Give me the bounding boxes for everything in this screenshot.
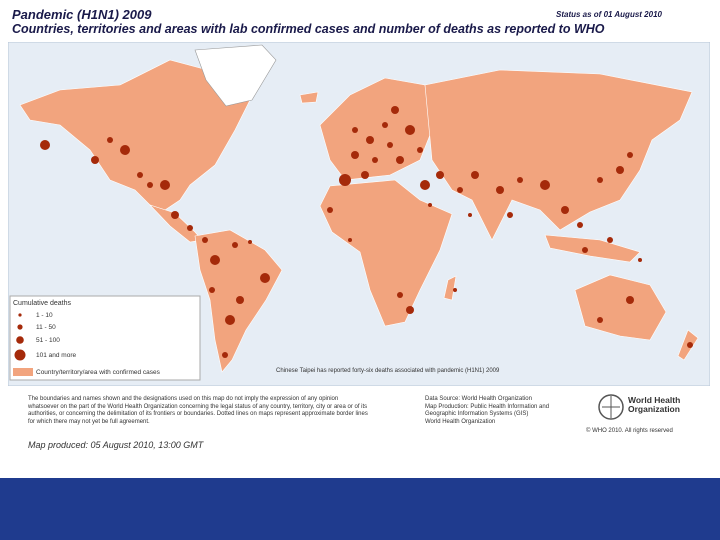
death-marker <box>627 152 633 158</box>
death-marker <box>561 206 569 214</box>
death-marker <box>361 171 369 179</box>
death-marker <box>225 315 235 325</box>
death-marker <box>626 296 634 304</box>
source-line: Data Source: World Health Organization <box>425 396 532 402</box>
legend-label: 1 - 10 <box>36 312 53 319</box>
subtitle: Countries, territories and areas with la… <box>12 22 605 36</box>
death-marker <box>436 171 444 179</box>
death-marker <box>453 288 457 292</box>
death-marker <box>171 211 179 219</box>
europe <box>319 77 433 181</box>
north-america <box>19 59 251 211</box>
death-marker <box>471 171 479 179</box>
death-marker <box>396 156 404 164</box>
death-marker <box>232 242 238 248</box>
death-marker <box>540 180 550 190</box>
death-marker <box>457 187 463 193</box>
death-marker <box>517 177 523 183</box>
map-title: Pandemic (H1N1) 2009 <box>12 7 152 22</box>
death-marker <box>372 157 378 163</box>
death-marker <box>582 247 588 253</box>
disclaimer: The boundaries and names shown and the d… <box>28 396 368 425</box>
death-marker <box>160 180 170 190</box>
source: Data Source: World Health Organization M… <box>425 396 575 426</box>
africa <box>319 179 453 327</box>
death-marker <box>236 296 244 304</box>
madagascar <box>443 275 457 301</box>
greenland <box>194 44 277 107</box>
death-marker <box>387 142 393 148</box>
death-marker <box>107 137 113 143</box>
asia <box>424 69 693 241</box>
death-marker <box>391 106 399 114</box>
indonesia <box>544 234 641 263</box>
death-marker <box>405 125 415 135</box>
death-marker <box>351 151 359 159</box>
death-marker <box>137 172 143 178</box>
death-markers <box>40 106 693 358</box>
legend-symbol <box>14 349 26 361</box>
death-marker <box>428 203 432 207</box>
death-marker <box>687 342 693 348</box>
death-marker <box>577 222 583 228</box>
legend-symbol <box>18 313 22 317</box>
death-marker <box>468 213 472 217</box>
death-marker <box>366 136 374 144</box>
death-marker <box>339 174 351 186</box>
death-marker <box>187 225 193 231</box>
death-marker <box>420 180 430 190</box>
australia <box>574 274 667 341</box>
legend-label: 51 - 100 <box>36 337 60 344</box>
death-marker <box>120 145 130 155</box>
status: Status as of 01 August 2010 <box>556 10 662 19</box>
legend-symbol <box>16 336 24 344</box>
legend-symbol <box>13 368 33 376</box>
death-marker <box>417 147 423 153</box>
iceland <box>299 91 319 104</box>
death-marker <box>406 306 414 314</box>
who-logo-text: World Health Organization <box>628 395 681 414</box>
death-marker <box>202 237 208 243</box>
death-marker <box>209 287 215 293</box>
death-marker <box>91 156 99 164</box>
death-marker <box>616 166 624 174</box>
death-marker <box>382 122 388 128</box>
death-marker <box>147 182 153 188</box>
map: Cumulative deaths 1 - 10 11 - 50 51 - 10… <box>8 42 710 386</box>
produced-date: Map produced: 05 August 2010, 13:00 GMT <box>28 440 204 450</box>
death-marker <box>638 258 642 262</box>
death-marker <box>496 186 504 194</box>
death-marker <box>507 212 513 218</box>
source-line: World Health Organization <box>425 418 496 425</box>
who-emblem <box>598 394 624 420</box>
death-marker <box>597 317 603 323</box>
legend-box <box>9 295 201 381</box>
death-marker <box>40 140 50 150</box>
source-line: Map Production: Public Health Informatio… <box>425 403 550 418</box>
copyright: © WHO 2010. All rights reserved <box>586 428 673 434</box>
death-marker <box>352 127 358 133</box>
death-marker <box>348 238 352 242</box>
legend-label: 101 and more <box>36 352 76 359</box>
legend-label: Country/territory/area with confirmed ca… <box>36 369 161 376</box>
map-note: Chinese Taipei has reported forty-six de… <box>276 368 500 374</box>
death-marker <box>260 273 270 283</box>
death-marker <box>607 237 613 243</box>
land <box>19 59 699 373</box>
death-marker <box>222 352 228 358</box>
death-marker <box>327 207 333 213</box>
death-marker <box>597 177 603 183</box>
death-marker <box>210 255 220 265</box>
legend-label: 11 - 50 <box>36 324 56 331</box>
legend-symbol <box>17 324 23 330</box>
bottom-bar <box>0 478 720 540</box>
death-marker <box>397 292 403 298</box>
legend-title: Cumulative deaths <box>13 300 71 307</box>
death-marker <box>248 240 252 244</box>
